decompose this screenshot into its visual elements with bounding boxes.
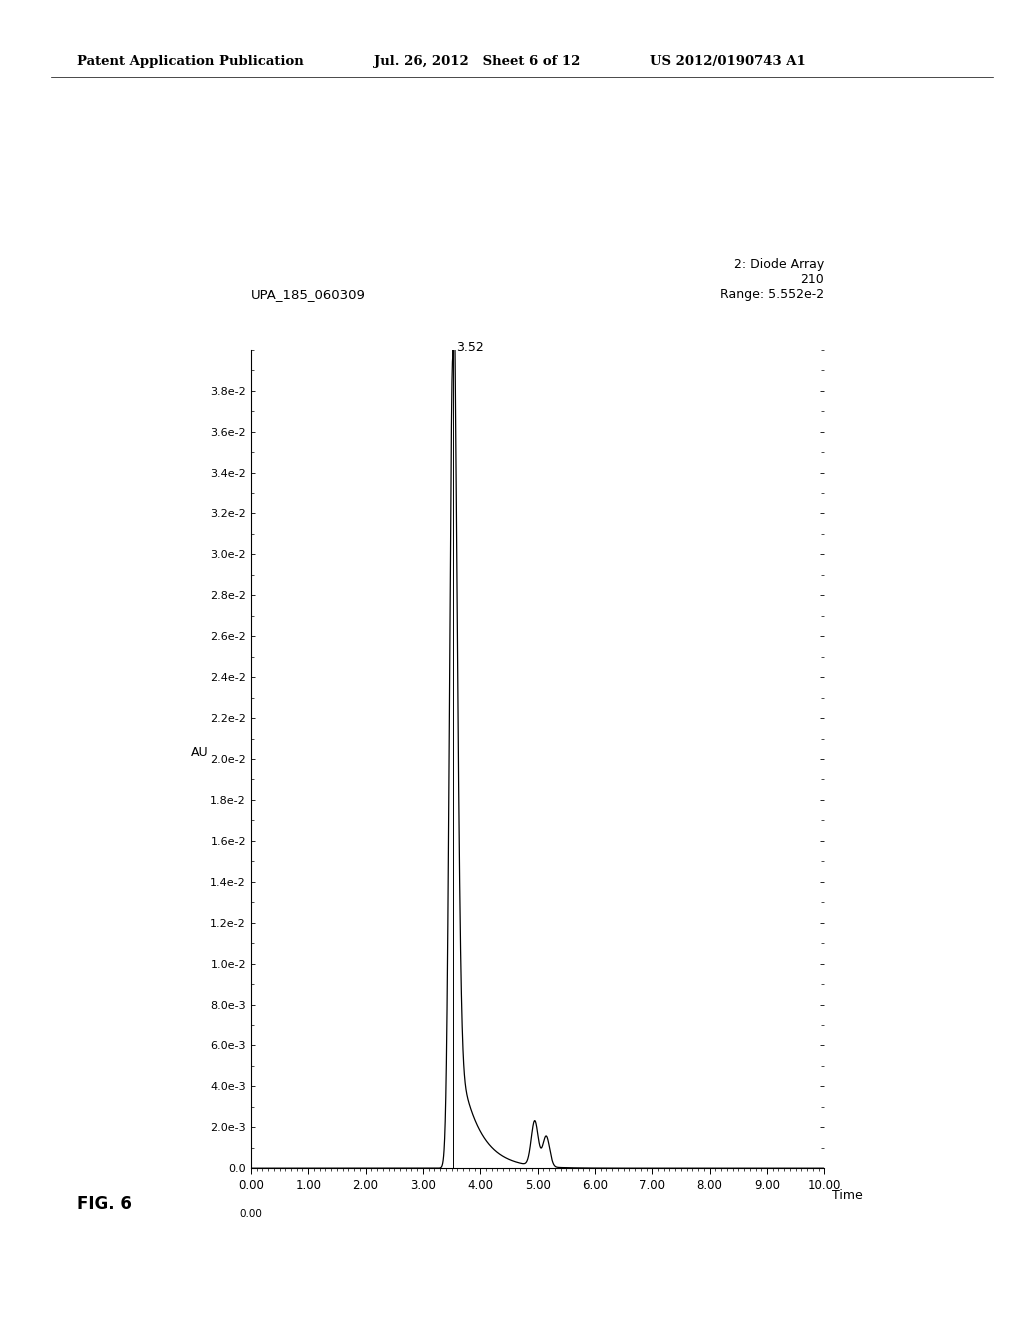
Text: UPA_185_060309: UPA_185_060309 [251, 288, 366, 301]
Text: Patent Application Publication: Patent Application Publication [77, 55, 303, 69]
Text: US 2012/0190743 A1: US 2012/0190743 A1 [650, 55, 806, 69]
X-axis label: Time: Time [831, 1188, 862, 1201]
Text: 0.00: 0.00 [240, 1209, 262, 1220]
Y-axis label: AU: AU [190, 746, 208, 759]
Text: 3.52: 3.52 [456, 341, 483, 354]
Text: 2: Diode Array
210
Range: 5.552e-2: 2: Diode Array 210 Range: 5.552e-2 [720, 257, 824, 301]
Text: Jul. 26, 2012   Sheet 6 of 12: Jul. 26, 2012 Sheet 6 of 12 [374, 55, 581, 69]
Text: FIG. 6: FIG. 6 [77, 1195, 132, 1213]
